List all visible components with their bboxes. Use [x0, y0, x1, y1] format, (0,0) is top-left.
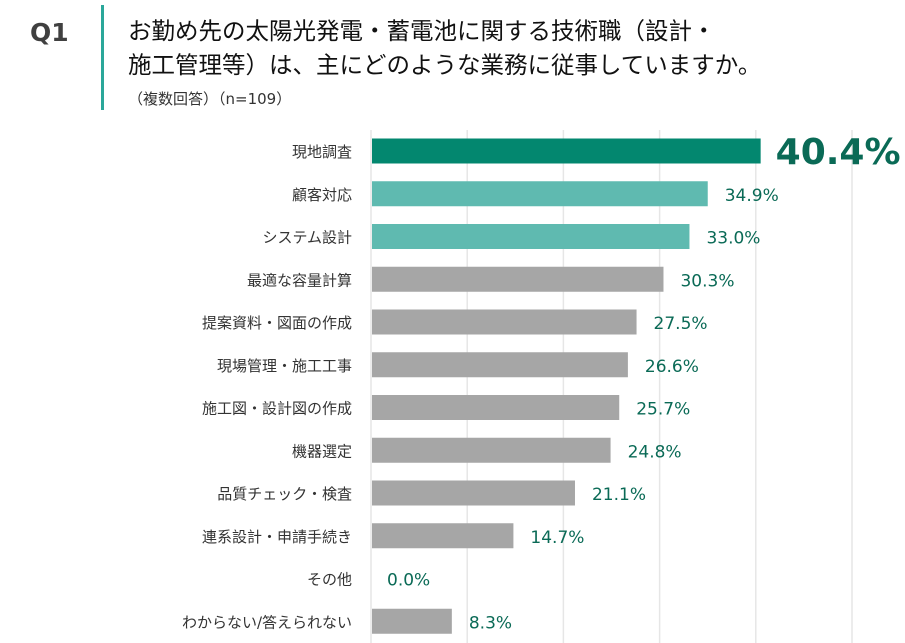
category-label: わからない/答えられない [182, 613, 352, 631]
chart-title: お勤め先の太陽光発電・蓄電池に関する技術職（設計・ 施工管理等）は、主にどのよう… [128, 14, 761, 82]
value-label: 14.7% [530, 528, 584, 548]
question-number: Q1 [30, 18, 69, 47]
chart-subtitle: （複数回答）（n=109） [128, 90, 292, 108]
value-labels: 40.4% 34.9% 33.0% 30.3% 27.5% 26.6% 25.7% 24.8%… [387, 132, 901, 633]
category-labels: 現地調査顧客対応システム設計最適な容量計算提案資料・図面の作成現場管理・施工工事… [182, 143, 352, 631]
category-label: 最適な容量計算 [247, 271, 352, 289]
value-label: 24.8% [628, 442, 682, 462]
category-label: 現場管理・施工工事 [217, 357, 352, 375]
value-label: 27.5% [654, 314, 708, 334]
bar [372, 224, 690, 249]
title-line-1: お勤め先の太陽光発電・蓄電池に関する技術職（設計・ [128, 17, 716, 45]
value-label: 40.4% [776, 132, 901, 173]
value-label: 21.1% [592, 485, 646, 505]
value-label: 0.0% [387, 571, 430, 591]
value-label: 25.7% [636, 400, 690, 420]
category-label: その他 [307, 571, 352, 589]
value-label: 26.6% [645, 357, 699, 377]
category-label: 施工図・設計図の作成 [202, 400, 352, 418]
category-label: 顧客対応 [292, 186, 352, 204]
bars [372, 138, 761, 634]
category-label: 品質チェック・検査 [217, 485, 352, 503]
category-label: 提案資料・図面の作成 [202, 314, 352, 332]
bar [372, 523, 514, 549]
bar [372, 309, 637, 335]
category-label: 連系設計・申請手続き [202, 528, 352, 546]
bar [372, 480, 575, 506]
bar [372, 266, 664, 292]
gridlines [370, 130, 853, 643]
bar [372, 437, 611, 463]
bar [372, 181, 708, 207]
value-label: 33.0% [706, 229, 760, 249]
category-label: システム設計 [262, 229, 352, 247]
bar [372, 352, 628, 378]
bar [372, 138, 761, 164]
title-divider [101, 5, 104, 110]
title-line-2: 施工管理等）は、主にどのような業務に従事していますか。 [128, 51, 762, 79]
bar [372, 608, 452, 634]
value-label: 34.9% [725, 186, 779, 206]
value-label: 8.3% [469, 613, 512, 633]
value-label: 30.3% [680, 271, 734, 291]
category-label: 機器選定 [292, 442, 352, 460]
category-label: 現地調査 [292, 143, 352, 161]
bar [372, 395, 620, 420]
